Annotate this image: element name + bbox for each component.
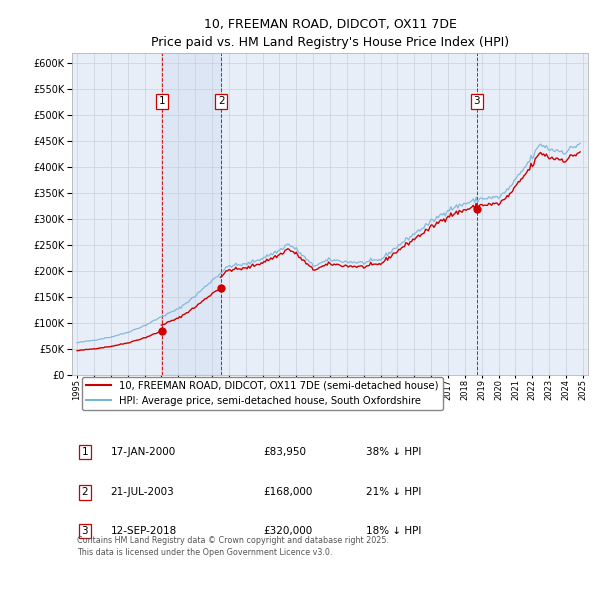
Text: 1: 1 [159, 96, 166, 106]
Legend: 10, FREEMAN ROAD, DIDCOT, OX11 7DE (semi-detached house), HPI: Average price, se: 10, FREEMAN ROAD, DIDCOT, OX11 7DE (semi… [82, 377, 443, 409]
Text: 3: 3 [82, 526, 88, 536]
Text: £320,000: £320,000 [263, 526, 312, 536]
Bar [162, 53, 221, 375]
Text: 1: 1 [82, 447, 88, 457]
Text: 3: 3 [473, 96, 480, 106]
Text: 17-JAN-2000: 17-JAN-2000 [110, 447, 176, 457]
Text: 38% ↓ HPI: 38% ↓ HPI [366, 447, 421, 457]
Text: 18% ↓ HPI: 18% ↓ HPI [366, 526, 421, 536]
Text: 21-JUL-2003: 21-JUL-2003 [110, 487, 175, 497]
Text: 12-SEP-2018: 12-SEP-2018 [110, 526, 177, 536]
Title: 10, FREEMAN ROAD, DIDCOT, OX11 7DE
Price paid vs. HM Land Registry's House Price: 10, FREEMAN ROAD, DIDCOT, OX11 7DE Price… [151, 18, 509, 49]
Text: Contains HM Land Registry data © Crown copyright and database right 2025.
This d: Contains HM Land Registry data © Crown c… [77, 536, 389, 558]
Text: 2: 2 [82, 487, 88, 497]
Text: 21% ↓ HPI: 21% ↓ HPI [366, 487, 421, 497]
Text: £83,950: £83,950 [263, 447, 306, 457]
Text: £168,000: £168,000 [263, 487, 312, 497]
Text: 2: 2 [218, 96, 224, 106]
